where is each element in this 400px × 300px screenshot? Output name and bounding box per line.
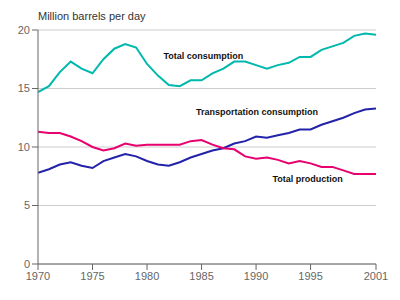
svg-text:1980: 1980 [135, 270, 159, 282]
svg-text:10: 10 [18, 141, 30, 153]
svg-text:1975: 1975 [80, 270, 104, 282]
svg-text:1995: 1995 [298, 270, 322, 282]
svg-text:1970: 1970 [26, 270, 50, 282]
svg-text:1985: 1985 [189, 270, 213, 282]
svg-text:Total consumption: Total consumption [163, 51, 243, 61]
svg-text:5: 5 [24, 199, 30, 211]
svg-text:Transportation consumption: Transportation consumption [196, 107, 318, 117]
svg-text:1990: 1990 [244, 270, 268, 282]
html-text:Million barrels per day: Million barrels per day [38, 10, 146, 22]
svg-text:Total production: Total production [272, 174, 342, 184]
svg-text:0: 0 [24, 258, 30, 270]
svg-text:20: 20 [18, 24, 30, 36]
svg-text:2001: 2001 [364, 270, 388, 282]
svg-text:15: 15 [18, 82, 30, 94]
